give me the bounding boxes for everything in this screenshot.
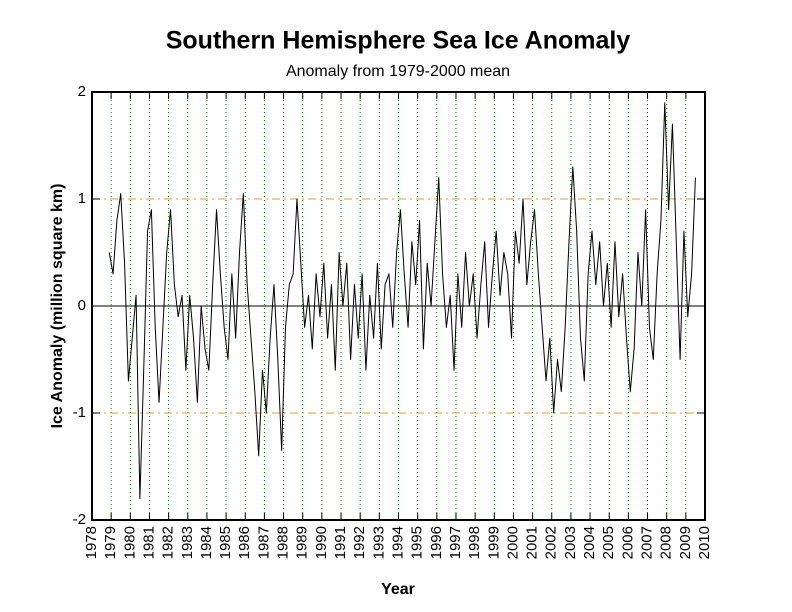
x-tick-label: 1990 bbox=[313, 526, 330, 559]
y-tick-label: -2 bbox=[73, 511, 86, 528]
x-tick-label: 1979 bbox=[102, 526, 119, 559]
x-tick-label: 2010 bbox=[696, 526, 713, 559]
x-tick-label: 1985 bbox=[217, 526, 234, 559]
x-tick-label: 2008 bbox=[658, 526, 675, 559]
x-tick-label: 1992 bbox=[351, 526, 368, 559]
x-tick-label: 2003 bbox=[562, 526, 579, 559]
x-tick-label: 1995 bbox=[409, 526, 426, 559]
x-tick-label: 1993 bbox=[370, 526, 387, 559]
y-tick-label: 2 bbox=[78, 83, 86, 100]
x-axis-label: Year bbox=[381, 581, 415, 598]
chart-subtitle: Anomaly from 1979-2000 mean bbox=[286, 63, 510, 80]
x-tick-label: 1983 bbox=[179, 526, 196, 559]
x-tick-label: 1986 bbox=[236, 526, 253, 559]
chart-title: Southern Hemisphere Sea Ice Anomaly bbox=[166, 27, 631, 55]
x-tick-label: 2004 bbox=[581, 526, 598, 559]
x-tick-label: 2007 bbox=[639, 526, 656, 559]
x-tick-label: 2000 bbox=[504, 526, 521, 559]
x-tick-label: 1982 bbox=[160, 526, 177, 559]
x-tick-label: 2006 bbox=[619, 526, 636, 559]
x-tick-label: 2009 bbox=[677, 526, 694, 559]
x-tick-label: 1998 bbox=[466, 526, 483, 559]
x-tick-label: 1989 bbox=[294, 526, 311, 559]
x-tick-label: 1996 bbox=[428, 526, 445, 559]
y-tick-label: 0 bbox=[78, 297, 86, 314]
y-axis-label: Ice Anomaly (million square km) bbox=[49, 184, 66, 429]
x-tick-label: 1991 bbox=[332, 526, 349, 559]
x-tick-label: 2002 bbox=[543, 526, 560, 559]
x-tick-label: 1988 bbox=[275, 526, 292, 559]
data-line bbox=[108, 102, 696, 500]
x-tick-label: 1997 bbox=[447, 526, 464, 559]
x-tick-label: 2005 bbox=[600, 526, 617, 559]
y-tick-label: -1 bbox=[73, 404, 86, 421]
x-tick-label: 1987 bbox=[255, 526, 272, 559]
x-tick-label: 1980 bbox=[121, 526, 138, 559]
y-tick-label: 1 bbox=[78, 190, 86, 207]
x-tick-label: 1999 bbox=[485, 526, 502, 559]
x-tick-label: 1994 bbox=[389, 526, 406, 559]
x-tick-label: 1981 bbox=[140, 526, 157, 559]
x-tick-label: 1984 bbox=[198, 526, 215, 559]
x-tick-label: 1978 bbox=[83, 526, 100, 559]
x-tick-label: 2001 bbox=[524, 526, 541, 559]
plot-frame bbox=[91, 91, 706, 521]
